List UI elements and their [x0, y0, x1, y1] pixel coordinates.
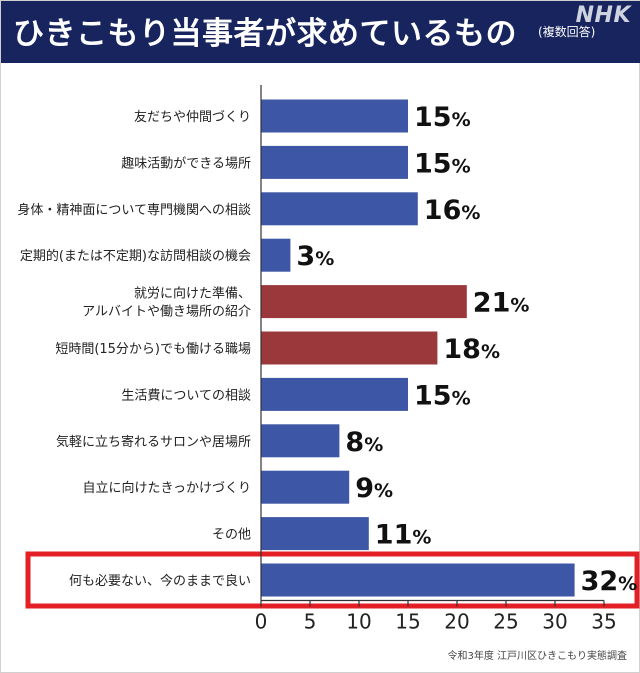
value-label: 15%: [414, 102, 471, 133]
category-label: 気軽に立ち寄れるサロンや居場所: [56, 434, 251, 450]
x-tick-label: 5: [304, 610, 317, 634]
category-label: 自立に向けたきっかけづくり: [83, 480, 251, 496]
bar: [261, 470, 350, 504]
highlight-frame: [25, 551, 640, 609]
value-label: 9%: [355, 473, 393, 504]
value-label: 8%: [345, 427, 383, 458]
category-label: 生活費についての相談: [121, 387, 251, 403]
category-label: 何も必要ない、今のままで良い: [69, 573, 251, 589]
chart-subtitle: (複数回答): [538, 25, 596, 39]
category-label: その他: [212, 528, 251, 543]
category-label: 趣味活動ができる場所: [121, 156, 251, 171]
bar: [261, 331, 438, 365]
bar: [261, 145, 408, 179]
value-label: 11%: [375, 520, 432, 551]
x-tick-label: 20: [444, 610, 469, 634]
bar: [261, 424, 340, 458]
value-label: 15%: [414, 380, 471, 411]
x-tick-label: 10: [346, 610, 371, 634]
bar: [261, 99, 408, 133]
value-label: 15%: [414, 148, 471, 179]
category-label: 身体・精神面について専門機関への相談: [17, 202, 251, 218]
category-label: 短時間(15分から)でも働ける職場: [55, 342, 251, 357]
category-label: 就労に向けた準備、アルバイトや働き場所の紹介: [82, 286, 251, 320]
bar: [261, 517, 369, 551]
bar: [261, 563, 575, 597]
x-tick-label: 25: [493, 610, 518, 634]
x-tick-label: 15: [395, 610, 420, 634]
horizontal-bar-chart: 友だちや仲間づくり 15% 趣味活動ができる場所 15% 身体・精神面について専門機関へ…: [17, 85, 640, 634]
x-tick-label: 35: [591, 610, 616, 634]
category-label: 友だちや仲間づくり: [134, 109, 251, 125]
chart-title: ひきこもり当事者が求めているもの: [13, 16, 517, 52]
bar: [261, 238, 291, 272]
value-label: 3%: [296, 241, 334, 272]
source-note: 令和3年度 江戸川区ひきこもり実態調査: [447, 651, 627, 662]
category-label: 定期的(または不定期)な訪問相談の機会: [20, 248, 251, 264]
value-label: 18%: [443, 334, 500, 365]
value-label: 21%: [473, 288, 530, 319]
bar: [261, 377, 408, 411]
x-tick-label: 0: [255, 610, 268, 634]
title-bar: ひきこもり当事者が求めているもの (複数回答) NHK: [1, 1, 640, 63]
bar: [261, 192, 418, 226]
nhk-logo: NHK: [575, 3, 631, 28]
x-tick-label: 30: [542, 610, 567, 634]
value-label: 32%: [581, 566, 638, 597]
value-label: 16%: [424, 195, 481, 226]
bar: [261, 285, 467, 319]
